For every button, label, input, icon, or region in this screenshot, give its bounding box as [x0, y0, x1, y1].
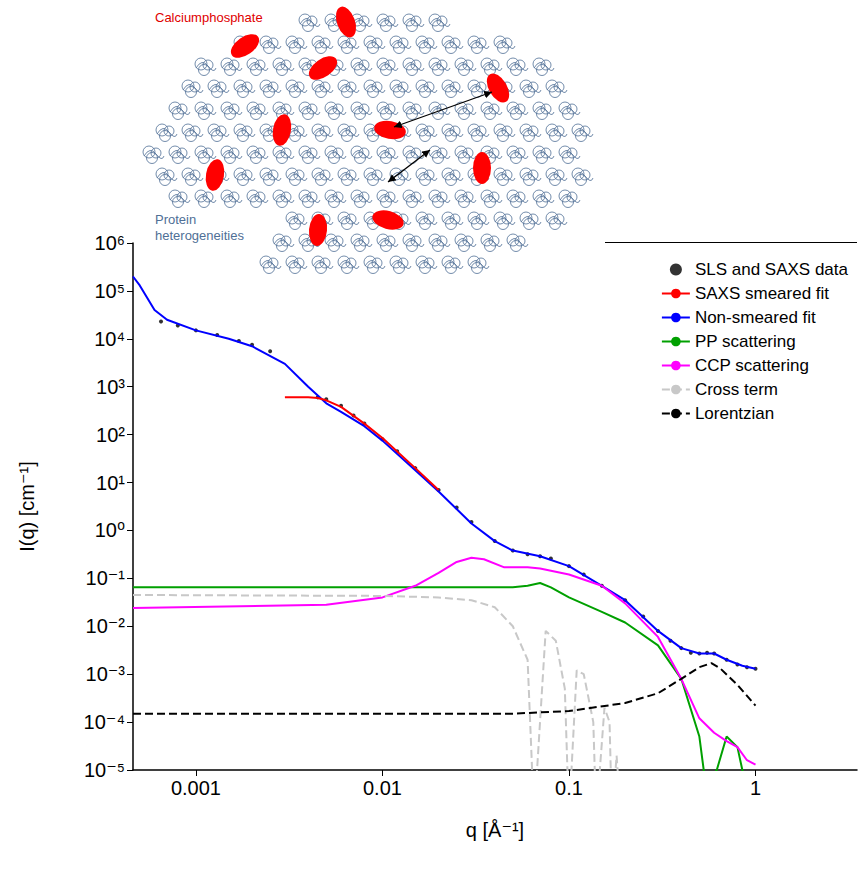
svg-text:q [Å⁻¹]: q [Å⁻¹]: [466, 819, 524, 841]
svg-text:Cross term: Cross term: [695, 380, 778, 399]
svg-text:Non-smeared fit: Non-smeared fit: [695, 308, 816, 327]
svg-text:CCP scattering: CCP scattering: [695, 356, 809, 375]
svg-text:10⁻¹: 10⁻¹: [86, 567, 126, 589]
svg-text:I(q) [cm⁻¹]: I(q) [cm⁻¹]: [16, 461, 38, 552]
svg-text:0.001: 0.001: [171, 777, 221, 799]
svg-text:SLS and SAXS data: SLS and SAXS data: [695, 260, 849, 279]
svg-text:10⁶: 10⁶: [95, 232, 125, 254]
svg-text:10¹: 10¹: [96, 472, 125, 494]
svg-text:10⁻³: 10⁻³: [86, 663, 126, 685]
svg-text:10⁴: 10⁴: [94, 328, 125, 350]
svg-text:1: 1: [750, 777, 761, 799]
svg-text:10⁻²: 10⁻²: [86, 615, 126, 637]
svg-text:10⁻⁵: 10⁻⁵: [84, 759, 125, 781]
svg-text:0.01: 0.01: [363, 777, 402, 799]
svg-text:Lorentzian: Lorentzian: [695, 404, 774, 423]
svg-text:10⁻⁴: 10⁻⁴: [84, 711, 125, 733]
svg-text:SAXS smeared fit: SAXS smeared fit: [695, 284, 829, 303]
svg-text:10³: 10³: [96, 376, 125, 398]
svg-text:Calciumphosphate: Calciumphosphate: [155, 10, 263, 25]
svg-text:10⁵: 10⁵: [94, 280, 125, 302]
svg-text:PP scattering: PP scattering: [695, 332, 796, 351]
svg-text:10⁰: 10⁰: [95, 519, 125, 541]
svg-text:10²: 10²: [96, 424, 125, 446]
svg-text:0.1: 0.1: [555, 777, 583, 799]
svg-text:Proteinheterogeneities: Proteinheterogeneities: [155, 212, 244, 243]
